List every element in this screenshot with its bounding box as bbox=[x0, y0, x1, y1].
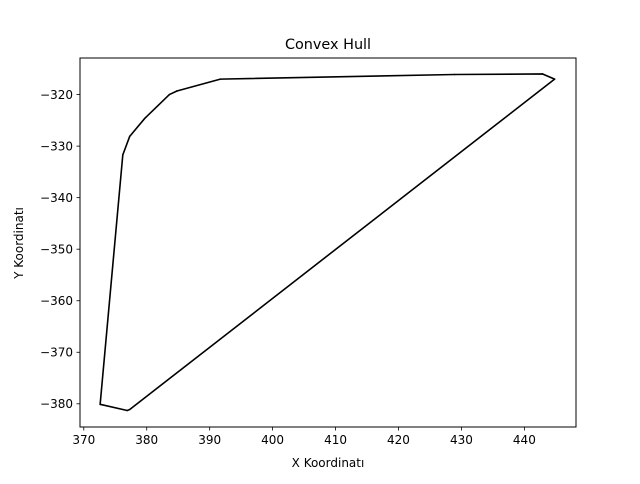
plot-area-frame bbox=[79, 57, 577, 428]
x-tick-label: 410 bbox=[324, 433, 347, 447]
y-tick-label: −360 bbox=[40, 294, 73, 308]
hull-vertex-point bbox=[128, 135, 131, 138]
x-tick-label: 370 bbox=[72, 433, 95, 447]
x-tick-label: 430 bbox=[450, 433, 473, 447]
x-axis: 370 380 390 400 410 420 430 440 bbox=[72, 427, 536, 447]
hull-vertex-point bbox=[99, 403, 101, 406]
y-tick-label: −350 bbox=[40, 242, 73, 256]
hull-vertex-point bbox=[453, 73, 456, 76]
x-tick-label: 420 bbox=[387, 433, 410, 447]
y-tick-label: −330 bbox=[40, 139, 73, 153]
hull-vertex-point bbox=[168, 93, 171, 96]
x-tick-label: 380 bbox=[135, 433, 158, 447]
x-axis-label: X Koordinatı bbox=[292, 456, 365, 470]
y-axis: −320 −330 −340 −350 −360 −370 −380 bbox=[40, 88, 80, 411]
x-tick-label: 440 bbox=[513, 433, 536, 447]
hull-vertex-point bbox=[219, 78, 222, 80]
plot-layer bbox=[99, 73, 556, 412]
y-tick-label: −340 bbox=[40, 191, 73, 205]
chart-title: Convex Hull bbox=[285, 37, 371, 53]
y-axis-label: Y Koordinatı bbox=[12, 207, 26, 280]
hull-vertex-point bbox=[541, 73, 544, 75]
hull-vertex-point bbox=[128, 408, 131, 411]
x-tick-label: 400 bbox=[261, 433, 284, 447]
hull-vertex-point bbox=[122, 154, 124, 156]
hull-vertex-point bbox=[553, 78, 556, 80]
hull-vertex-point bbox=[126, 409, 129, 412]
x-tick-label: 390 bbox=[198, 433, 221, 447]
y-tick-label: −380 bbox=[40, 397, 73, 411]
y-tick-label: −320 bbox=[40, 88, 73, 102]
hull-vertex-point bbox=[144, 117, 146, 120]
y-tick-label: −370 bbox=[40, 346, 73, 360]
hull-vertex-point bbox=[176, 90, 178, 92]
